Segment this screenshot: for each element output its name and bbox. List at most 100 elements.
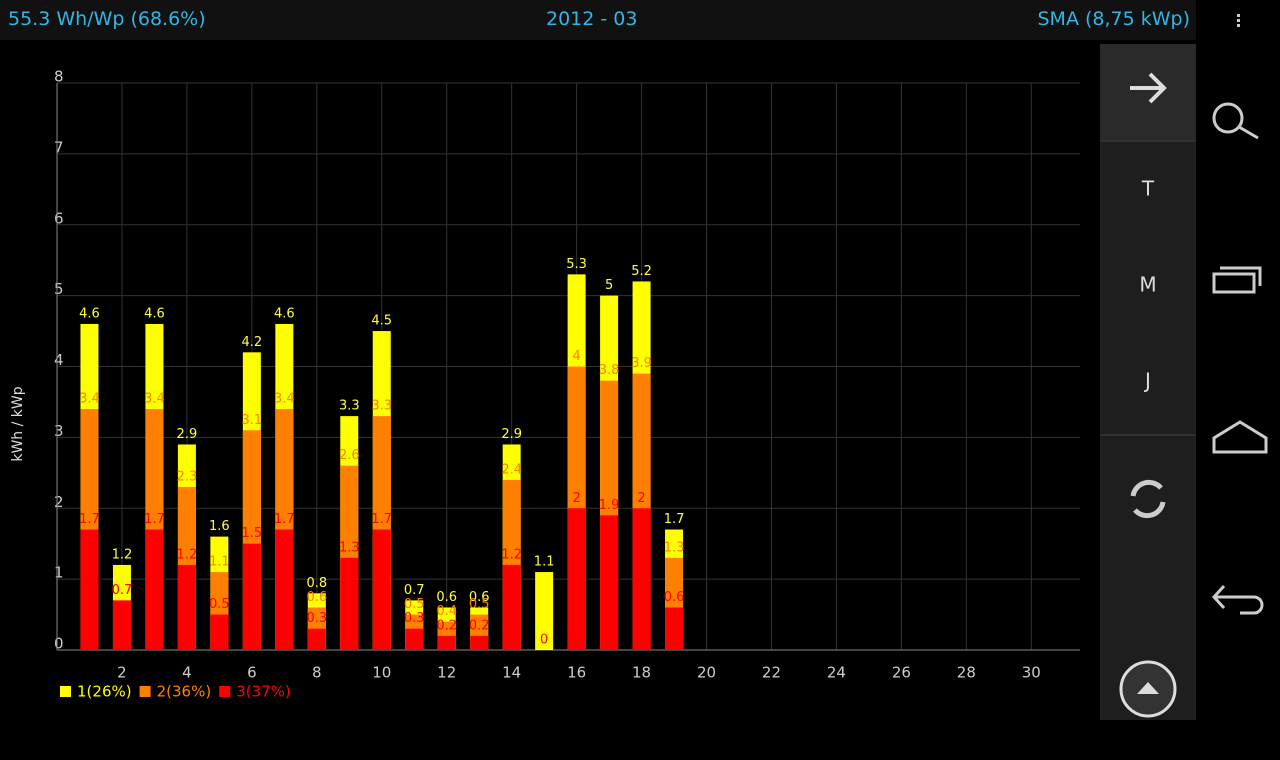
day-button[interactable]: T [1141,177,1155,201]
value-label: 4.5 [371,314,392,329]
bar [437,635,456,650]
next-button[interactable] [1100,44,1196,140]
refresh-button[interactable] [1130,479,1166,519]
value-label: 4.6 [144,306,165,321]
bar [210,614,229,650]
value-label: 0.6 [306,590,327,605]
value-label: 3.3 [339,399,360,414]
x-tick-label: 8 [312,664,322,682]
value-label: 0.5 [469,597,490,612]
y-tick-label: 7 [54,138,64,156]
y-tick-label: 2 [54,493,64,511]
bar [177,564,196,650]
value-label: 5 [605,278,613,293]
nav-bar [1196,0,1280,720]
y-tick-label: 5 [54,280,64,298]
x-tick-label: 16 [567,664,586,682]
bar [600,515,619,650]
value-label: 1.3 [339,540,360,555]
x-tick-label: 2 [117,664,127,682]
value-label: 1.7 [79,512,100,527]
x-tick-label: 20 [697,664,716,682]
x-tick-label: 22 [762,664,781,682]
bar [665,607,684,650]
yield-text: 55.3 Wh/Wp (68.6%) [8,8,206,30]
value-label: 0.6 [469,590,490,605]
value-label: 5.2 [631,264,652,279]
bar [502,564,521,650]
value-label: 1.9 [599,498,620,513]
y-tick-label: 0 [54,635,64,653]
legend-label: 1(26%) [77,683,132,701]
bar [145,529,164,650]
month-button[interactable]: M [1139,273,1156,297]
bar [242,543,261,650]
value-label: 4 [572,349,580,364]
x-tick-label: 24 [827,664,846,682]
value-label: 4.2 [242,335,263,350]
menu-icon[interactable] [1237,14,1240,27]
value-label: 0.6 [436,590,457,605]
value-label: 0.7 [112,583,133,598]
value-label: 0.3 [404,611,425,626]
value-label: 3.4 [144,392,165,407]
bar [470,635,489,650]
value-label: 2 [637,491,645,506]
y-tick-label: 3 [54,422,64,440]
home-icon[interactable] [1212,420,1268,454]
bar [112,600,131,650]
x-tick-label: 10 [372,664,391,682]
x-tick-label: 12 [437,664,456,682]
x-tick-label: 4 [182,664,192,682]
value-label: 0 [540,633,548,648]
value-label: 0.5 [404,597,425,612]
value-label: 1.1 [534,555,555,570]
value-label: 4.6 [274,306,295,321]
legend-swatch [219,686,231,697]
arrow-icon [1130,72,1167,104]
bar [567,508,586,650]
value-label: 3.3 [371,399,392,414]
value-label: 1.7 [664,512,685,527]
value-label: 3.9 [631,356,652,371]
value-label: 2.9 [501,427,522,442]
value-label: 2.3 [177,469,198,484]
value-label: 1.2 [501,547,522,562]
value-label: 1.2 [177,547,198,562]
x-tick-label: 28 [957,664,976,682]
value-label: 0.7 [404,583,425,598]
value-label: 0.2 [469,618,490,633]
value-label: 1.1 [209,555,230,570]
value-label: 3.4 [79,392,100,407]
y-tick-label: 4 [54,351,64,369]
recents-icon[interactable] [1212,266,1262,294]
value-label: 2 [572,491,580,506]
value-label: 3.1 [242,413,263,428]
value-label: 1.6 [209,519,230,534]
value-label: 3.8 [599,363,620,378]
legend-swatch [60,686,71,697]
value-label: 1.7 [371,512,392,527]
value-label: 1.5 [242,526,263,541]
bar [405,628,424,650]
period-text[interactable]: 2012 - 03 [546,8,638,30]
bar [535,572,554,650]
y-axis-label: kWh / kWp [10,386,26,461]
search-icon[interactable] [1212,102,1259,140]
back-icon[interactable] [1211,584,1264,615]
legend-swatch [139,686,151,697]
value-label: 0.7 [112,583,133,598]
bar [80,529,99,650]
value-label: 2.4 [501,462,522,477]
x-tick-label: 14 [502,664,521,682]
plant-text: SMA (8,75 kWp) [1037,8,1190,30]
bar [307,628,326,650]
year-button[interactable]: J [1143,369,1151,393]
screen: 55.3 Wh/Wp (68.6%) 2012 - 03 SMA (8,75 k… [0,0,1280,720]
y-tick-label: 1 [54,564,64,582]
value-label: 0.4 [436,604,457,619]
y-tick-label: 8 [54,68,64,86]
x-tick-label: 6 [247,664,257,682]
value-label: 2.9 [177,427,198,442]
